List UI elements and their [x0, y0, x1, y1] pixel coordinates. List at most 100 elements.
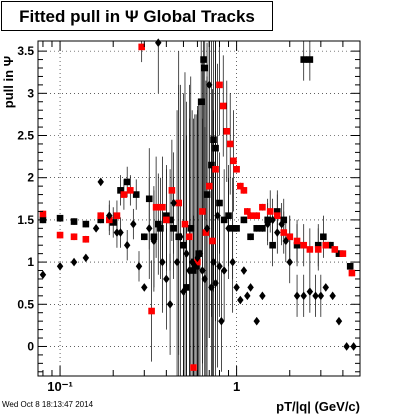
data-points: [39, 38, 357, 371]
data-point: [339, 250, 347, 257]
data-point: [109, 219, 117, 226]
data-point: [253, 316, 260, 326]
data-point: [216, 199, 223, 207]
data-point: [293, 291, 301, 301]
data-point: [154, 220, 162, 228]
data-point: [244, 291, 251, 301]
data-point: [300, 291, 307, 301]
axis-ticks: [38, 41, 360, 376]
y-tick-label: 1.5: [17, 213, 34, 227]
y-tick-label: 0.5: [17, 297, 34, 311]
data-point: [166, 299, 174, 309]
data-point: [230, 157, 237, 165]
data-point: [203, 224, 211, 233]
data-point: [247, 212, 254, 219]
data-point: [306, 56, 314, 63]
data-point: [140, 233, 148, 241]
data-point: [113, 228, 121, 237]
data-point: [159, 257, 166, 267]
data-point: [208, 283, 215, 292]
data-point: [312, 291, 319, 301]
data-point: [92, 224, 100, 233]
data-point: [220, 216, 228, 224]
data-point: [166, 216, 174, 224]
data-point: [244, 208, 251, 215]
data-point: [210, 136, 217, 144]
data-point: [199, 266, 206, 275]
y-axis-label: pull in Ψ: [1, 56, 16, 108]
data-point: [208, 161, 215, 169]
data-point: [199, 208, 206, 215]
data-point: [348, 269, 356, 277]
y-tick-label: 1: [27, 255, 34, 269]
data-point: [177, 232, 184, 242]
data-point: [82, 220, 90, 228]
y-tick-label: 3: [27, 86, 34, 100]
data-point: [97, 212, 105, 219]
data-point: [186, 233, 193, 241]
data-point: [123, 240, 131, 250]
plot-frame: [37, 40, 361, 377]
data-point: [240, 216, 248, 224]
data-point: [306, 287, 314, 296]
data-point: [216, 262, 223, 271]
data-point: [280, 216, 288, 224]
data-point: [120, 191, 128, 198]
data-point: [335, 316, 343, 326]
data-point: [317, 291, 325, 301]
data-point: [329, 291, 336, 301]
data-point: [123, 178, 131, 186]
data-point: [206, 80, 213, 90]
data-point: [127, 187, 134, 194]
data-point: [163, 274, 170, 284]
data-point: [56, 262, 64, 271]
data-point: [210, 257, 217, 267]
data-point: [335, 250, 343, 257]
data-point: [286, 233, 294, 241]
data-point: [56, 214, 64, 222]
data-point: [168, 187, 176, 194]
data-point: [266, 208, 274, 215]
data-point: [314, 246, 322, 253]
data-point: [130, 219, 137, 229]
data-point: [259, 225, 266, 232]
data-point: [173, 257, 181, 267]
data-point: [190, 364, 197, 371]
data-point: [237, 295, 244, 305]
data-point: [191, 262, 199, 271]
x-axis-label: pT/|q| (GeV/c): [276, 399, 360, 414]
data-point: [183, 284, 190, 291]
data-point: [155, 38, 162, 47]
y-tick-label: 2: [27, 171, 34, 185]
data-point: [220, 266, 228, 275]
data-point: [175, 199, 183, 207]
data-point: [233, 165, 240, 173]
data-point: [343, 342, 350, 351]
data-point: [286, 257, 293, 267]
data-point: [152, 203, 160, 211]
data-point: [209, 237, 216, 245]
data-point: [259, 291, 266, 301]
data-point: [200, 56, 207, 63]
data-point: [148, 307, 155, 315]
data-point: [70, 218, 78, 225]
data-point: [225, 224, 232, 233]
data-point: [145, 195, 153, 203]
data-point: [186, 266, 193, 275]
data-point: [322, 283, 330, 292]
data-point: [170, 198, 177, 208]
data-point: [138, 43, 145, 51]
data-point: [183, 249, 190, 258]
data-point: [70, 233, 78, 241]
data-point: [190, 267, 197, 274]
data-point: [39, 270, 47, 280]
data-point: [132, 191, 140, 198]
data-point: [240, 187, 248, 194]
data-point: [327, 241, 334, 249]
data-point: [300, 56, 308, 63]
data-point: [203, 191, 211, 198]
data-point: [180, 241, 187, 249]
data-point: [97, 177, 104, 187]
x-tick-label: 1: [233, 379, 240, 394]
data-point: [273, 212, 281, 219]
